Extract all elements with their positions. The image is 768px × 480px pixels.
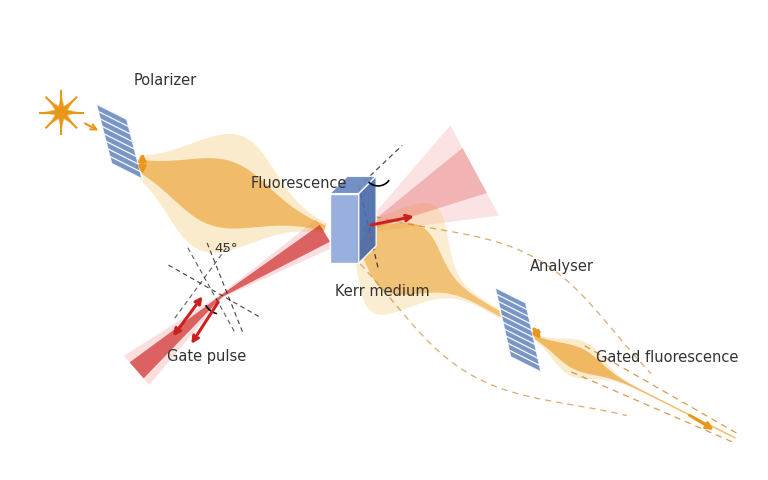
Polygon shape [329,176,376,193]
Polygon shape [532,335,736,439]
Polygon shape [329,193,359,263]
Polygon shape [221,225,330,297]
Text: Polarizer: Polarizer [134,73,197,88]
Polygon shape [363,148,487,232]
Text: 45°: 45° [214,242,237,255]
Polygon shape [134,134,326,253]
Text: Fluorescence: Fluorescence [250,177,347,192]
Polygon shape [220,219,333,298]
Polygon shape [135,158,326,231]
Polygon shape [96,104,142,179]
Polygon shape [44,95,78,130]
Polygon shape [124,295,223,385]
Text: Gated fluorescence: Gated fluorescence [597,350,739,365]
Polygon shape [359,176,376,263]
Text: Gate pulse: Gate pulse [167,349,247,364]
Polygon shape [495,288,541,372]
Polygon shape [357,223,507,319]
Text: Kerr medium: Kerr medium [335,285,429,300]
Polygon shape [130,295,222,378]
Text: Analyser: Analyser [530,259,594,274]
Polygon shape [362,125,499,233]
Polygon shape [353,203,508,321]
Polygon shape [533,335,736,439]
